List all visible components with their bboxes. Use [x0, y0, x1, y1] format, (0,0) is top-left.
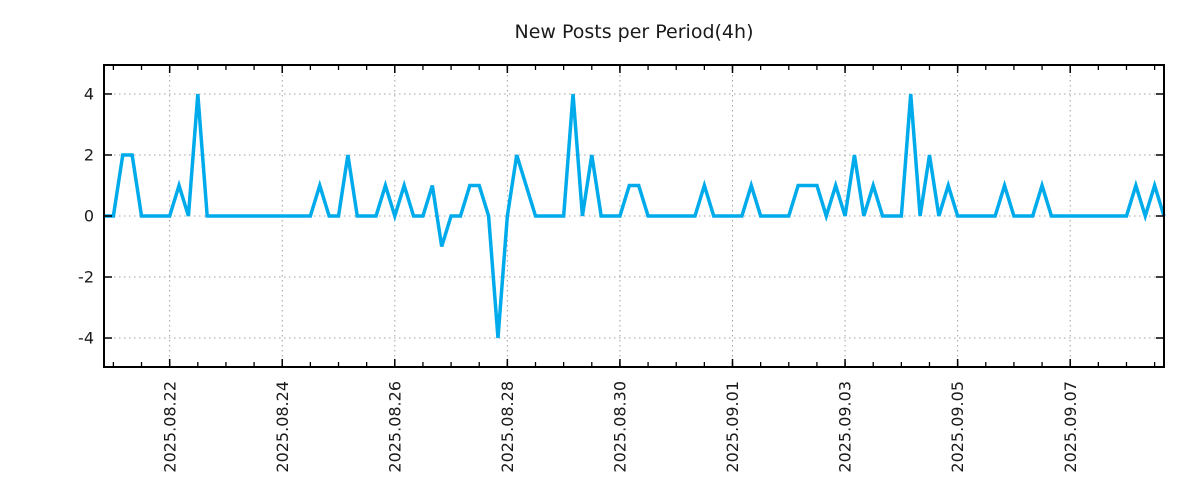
- x-tick-label: 2025.08.24: [273, 381, 292, 473]
- x-tick-label: 2025.09.01: [723, 381, 742, 473]
- x-tick-label: 2025.08.30: [611, 381, 630, 473]
- y-tick-label: 2: [84, 146, 94, 165]
- axis-tick-labels: -4 -2 0 2 4 2025.08.22 2025.08.24 2025.08.26 202…: [78, 85, 1080, 473]
- y-tick-label: -4: [78, 329, 94, 348]
- x-tick-label: 2025.09.07: [1061, 381, 1080, 473]
- chart-title: New Posts per Period(4h): [515, 21, 754, 43]
- x-tick-label: 2025.08.22: [160, 381, 179, 473]
- x-tick-label: 2025.09.05: [948, 381, 967, 473]
- x-tick-label: 2025.08.26: [385, 381, 404, 473]
- y-tick-label: 0: [84, 207, 94, 226]
- data-line: [104, 93, 1166, 339]
- y-tick-label: -2: [78, 268, 94, 287]
- x-tick-label: 2025.09.03: [836, 381, 855, 473]
- series-line: [104, 93, 1166, 339]
- y-tick-label: 4: [84, 85, 94, 104]
- axes-and-ticks: [103, 64, 1165, 368]
- x-tick-label: 2025.08.28: [498, 381, 517, 473]
- plot-border: [103, 64, 1165, 368]
